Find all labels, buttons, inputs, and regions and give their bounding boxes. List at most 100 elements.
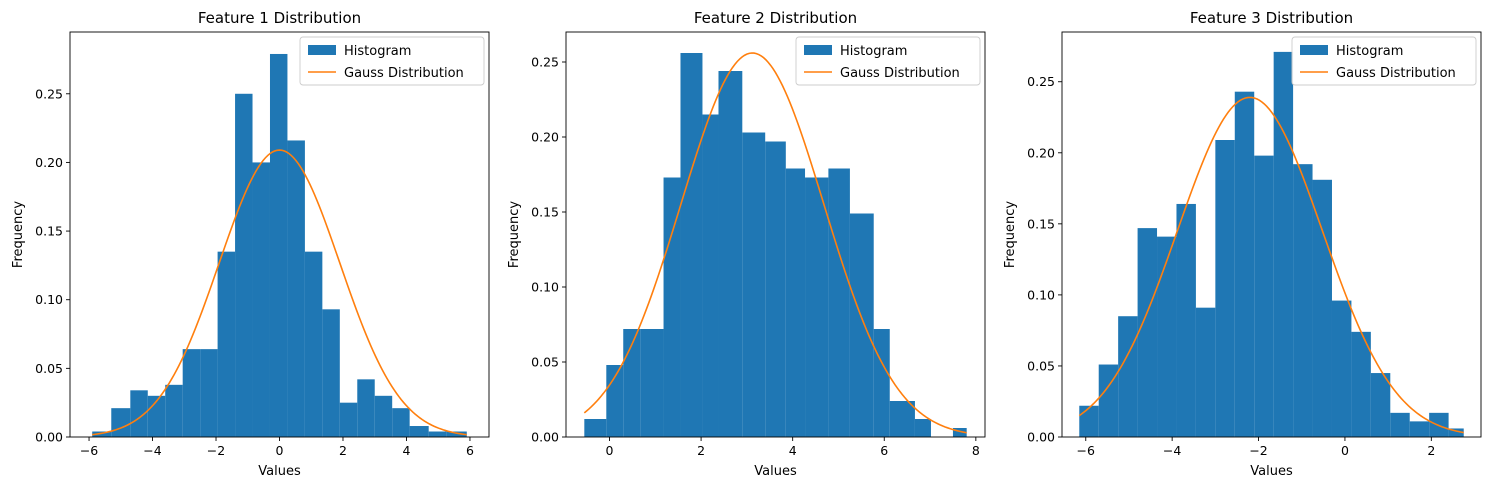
histogram-bar xyxy=(1390,412,1410,437)
histogram-bar xyxy=(446,431,467,437)
histogram-bar xyxy=(828,168,850,437)
x-axis-label: Values xyxy=(754,464,797,479)
histogram-bar xyxy=(952,428,967,437)
x-tick-label: 8 xyxy=(972,443,980,458)
histogram-bar xyxy=(1118,316,1138,437)
y-axis-label: Frequency xyxy=(1003,201,1018,268)
histogram-bar xyxy=(1098,364,1119,437)
subplot-3: −6 −4 −2 0 2 0.00 0.05 0.10 0.15 0.20 0.25 Feature … xyxy=(1003,9,1482,479)
y-tick-label: 0.10 xyxy=(35,292,63,307)
legend-box xyxy=(1291,36,1477,86)
histogram-bar xyxy=(252,162,270,438)
x-tick-label: 0 xyxy=(1341,443,1349,458)
chart-title: Feature 1 Distribution xyxy=(198,9,361,27)
legend-label-gauss: Gauss Distribution xyxy=(840,66,960,81)
histogram-bar xyxy=(680,53,703,437)
subplot-2: 0 2 4 6 8 0.00 0.05 0.10 0.15 0.20 0.25 Feature 2 D… xyxy=(507,9,986,479)
y-tick-label: 0.05 xyxy=(1027,358,1055,373)
legend: Histogram Gauss Distribution xyxy=(1291,36,1477,86)
legend-label-gauss: Gauss Distribution xyxy=(344,66,464,81)
x-tick-label: 2 xyxy=(697,443,705,458)
legend-swatch-histogram xyxy=(1300,45,1328,55)
x-tick-label: −6 xyxy=(80,443,98,458)
y-axis-label: Frequency xyxy=(11,201,26,268)
gauss-curve xyxy=(583,52,967,434)
y-tick-label: 0.00 xyxy=(531,430,559,445)
histogram-bar xyxy=(1195,307,1216,437)
histogram-bar xyxy=(1370,373,1391,437)
histogram-bar xyxy=(339,402,358,437)
legend-label-histogram: Histogram xyxy=(840,44,907,59)
histogram-bar xyxy=(357,379,375,437)
histogram-bar xyxy=(718,71,743,437)
histogram-bar xyxy=(1273,51,1294,437)
histogram-bar xyxy=(742,132,766,437)
axes-frame xyxy=(1061,31,1482,438)
y-tick-label: 0.15 xyxy=(35,224,63,239)
y-tick-label: 0.20 xyxy=(531,130,559,145)
histogram-bar xyxy=(765,141,786,437)
histogram-bar xyxy=(1409,421,1430,437)
histogram-bar xyxy=(269,53,288,437)
x-tick-label: 2 xyxy=(339,443,347,458)
histogram-bar xyxy=(1312,179,1332,438)
histogram-bars xyxy=(92,53,467,438)
histogram-bar xyxy=(640,329,664,437)
histogram-bar xyxy=(1293,164,1313,437)
histogram-bar xyxy=(1331,300,1352,437)
histogram-bar xyxy=(409,426,429,437)
legend-label-gauss: Gauss Distribution xyxy=(1336,66,1456,81)
y-tick-label: 0.15 xyxy=(531,205,559,220)
x-tick-label: 0 xyxy=(276,443,284,458)
histogram-bar xyxy=(322,309,340,437)
histogram-bar xyxy=(889,401,915,437)
y-tick-label: 0.15 xyxy=(1027,216,1055,231)
histogram-bar xyxy=(873,329,890,437)
histogram-bar xyxy=(304,251,323,437)
gauss-curve xyxy=(1078,96,1464,434)
legend: Histogram Gauss Distribution xyxy=(795,36,981,86)
x-tick-label: 6 xyxy=(466,443,474,458)
legend-box xyxy=(795,36,981,86)
y-tick-label: 0.00 xyxy=(1027,430,1055,445)
histogram-bar xyxy=(785,168,806,437)
x-tick-label: −2 xyxy=(207,443,225,458)
y-tick-label: 0.25 xyxy=(1027,74,1055,89)
histogram-bar xyxy=(1157,236,1177,437)
histogram-bar xyxy=(111,408,131,437)
x-tick-label: 2 xyxy=(1427,443,1435,458)
histogram-bar xyxy=(914,419,931,437)
histogram-bar xyxy=(1079,405,1099,437)
histogram-bar xyxy=(217,251,236,437)
x-tick-label: −4 xyxy=(143,443,161,458)
x-tick-label: −4 xyxy=(1163,443,1181,458)
histogram-bar xyxy=(182,349,201,437)
gauss-curve xyxy=(92,149,467,436)
histogram-bar xyxy=(584,419,607,437)
histogram-bar xyxy=(702,114,719,437)
y-tick-label: 0.25 xyxy=(531,55,559,70)
y-tick-label: 0.10 xyxy=(531,280,559,295)
legend-label-histogram: Histogram xyxy=(344,44,411,59)
y-tick-label: 0.05 xyxy=(35,361,63,376)
legend-swatch-histogram xyxy=(308,45,336,55)
histogram-bar xyxy=(287,140,305,437)
y-axis-label: Frequency xyxy=(507,201,522,268)
histogram-bar xyxy=(849,213,874,437)
histogram-bar xyxy=(428,431,447,437)
y-tick-label: 0.20 xyxy=(1027,145,1055,160)
legend-box xyxy=(299,36,485,86)
x-axis-label: Values xyxy=(258,464,301,479)
x-axis-label: Values xyxy=(1250,464,1293,479)
axes-frame xyxy=(565,31,986,438)
x-tick-label: −6 xyxy=(1077,443,1095,458)
histogram-bar xyxy=(92,431,112,437)
x-tick-label: 0 xyxy=(606,443,614,458)
subplot-1: −6 −4 −2 0 2 4 6 0.00 0.05 0.10 0.15 0.20 0.25 Featur… xyxy=(11,9,490,479)
histogram-bar xyxy=(165,384,183,437)
y-tick-label: 0.25 xyxy=(35,86,63,101)
histogram-bar xyxy=(805,177,829,437)
x-tick-label: 6 xyxy=(880,443,888,458)
